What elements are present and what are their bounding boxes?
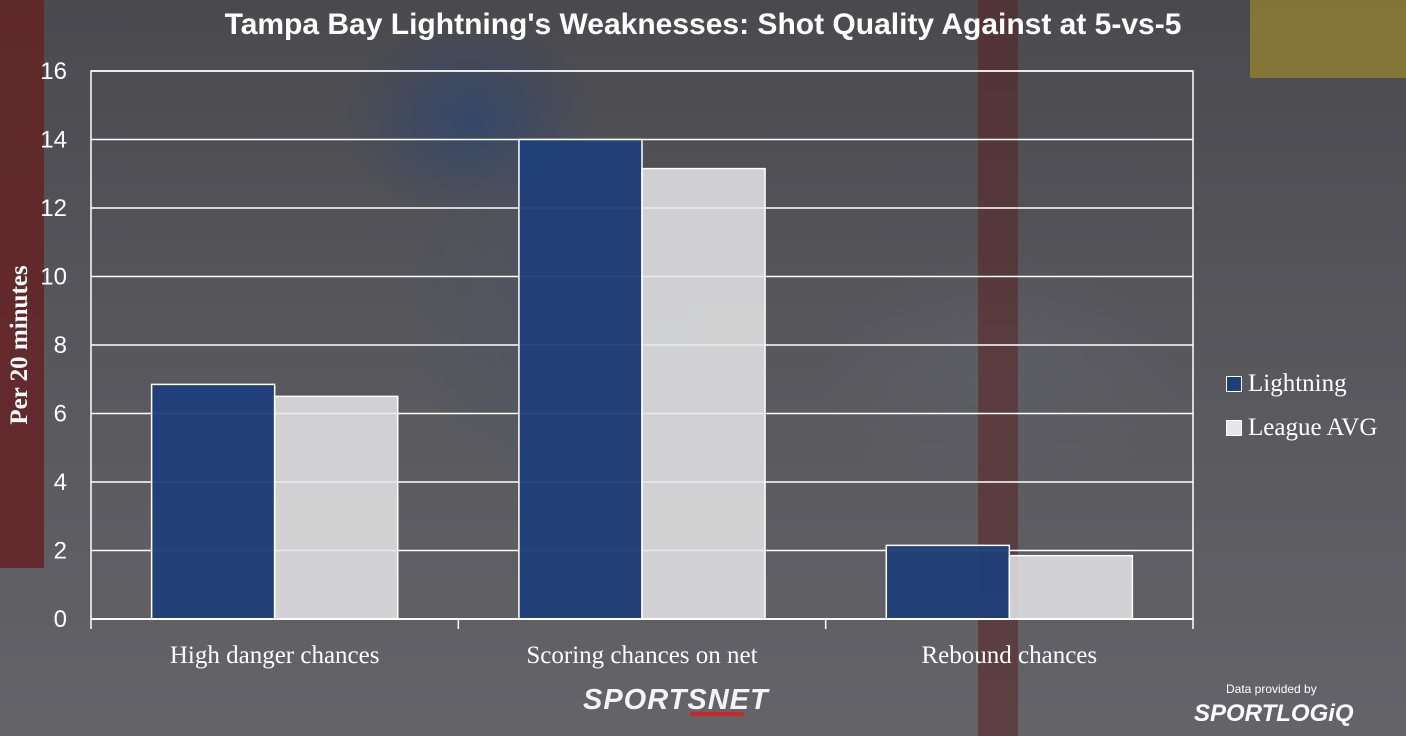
background-boards-corner	[1250, 0, 1406, 78]
bar-lightning-2	[885, 544, 1011, 620]
y-tick-label-2: 2	[54, 538, 67, 565]
x-tick-label-0: High danger chances	[170, 642, 380, 669]
x-tick-label-1: Scoring chances on net	[526, 642, 757, 669]
y-tick-label-14: 14	[40, 127, 67, 154]
y-tick-label-4: 4	[54, 469, 67, 496]
bar-league-avg-1	[641, 167, 766, 620]
sportlogiq-logo: SPORTLOGiQ	[1194, 700, 1354, 727]
y-tick-label-16: 16	[40, 58, 67, 85]
bar-league-avg-0	[273, 395, 399, 620]
bar-league-avg-2	[1008, 554, 1134, 620]
y-tick-label-10: 10	[40, 264, 67, 291]
legend-item-league-avg: League AVG	[1226, 406, 1377, 450]
legend-swatch-lightning	[1226, 376, 1242, 392]
background-goal-post-left	[0, 0, 44, 568]
data-credit-text: Data provided by	[1226, 682, 1317, 696]
y-tick-label-12: 12	[40, 195, 67, 222]
bars	[150, 138, 1134, 620]
y-tick-label-6: 6	[54, 401, 67, 428]
bar-lightning-1	[518, 138, 643, 620]
axes: 0 2 4 6 8 10 12 14 16 High danger chances Scoring …	[40, 58, 1194, 669]
legend-label-lightning: Lightning	[1248, 370, 1347, 397]
y-axis-label: Per 20 minutes	[6, 265, 33, 425]
y-tick-label-0: 0	[54, 606, 67, 633]
sportsnet-logo: SPORTSNET	[583, 684, 769, 716]
legend-label-league-avg: League AVG	[1248, 414, 1378, 441]
chart-title: Tampa Bay Lightning's Weaknesses: Shot Q…	[224, 8, 1182, 41]
y-tick-label-8: 8	[54, 332, 67, 359]
legend-item-lightning: Lightning	[1226, 362, 1377, 406]
legend-swatch-league-avg	[1226, 420, 1242, 436]
legend: Lightning League AVG	[1226, 362, 1377, 450]
x-tick-label-2: Rebound chances	[922, 642, 1098, 669]
bar-lightning-0	[150, 383, 276, 620]
sportsnet-logo-swoosh	[690, 712, 744, 716]
